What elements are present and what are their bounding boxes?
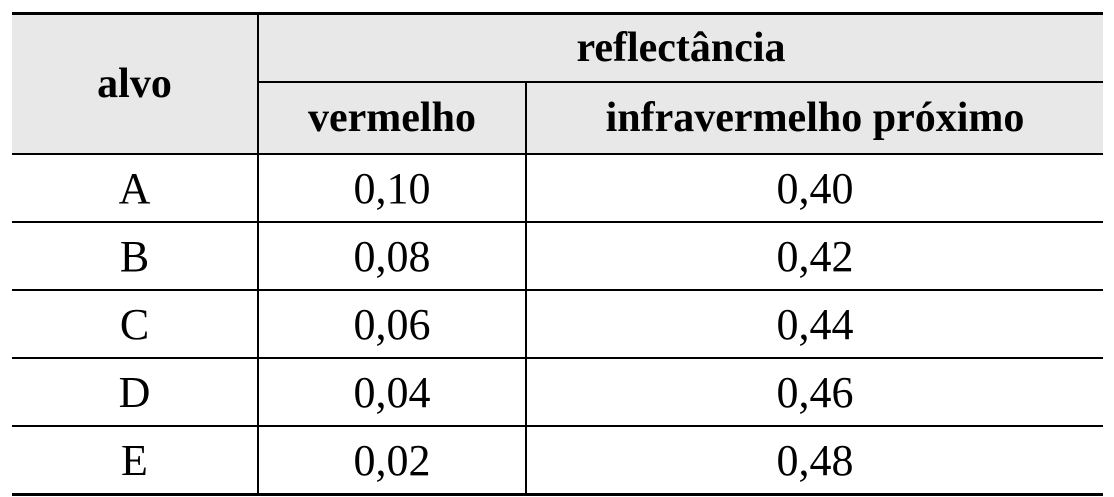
table-row: C 0,06 0,44 (12, 289, 1103, 358)
cell-infravermelho: 0,46 (526, 357, 1103, 426)
reflectance-table: alvo reflectância vermelho infravermelho… (12, 12, 1103, 496)
table-container: alvo reflectância vermelho infravermelho… (12, 12, 1103, 496)
table-row: B 0,08 0,42 (12, 221, 1103, 290)
table-row: E 0,02 0,48 (12, 425, 1103, 496)
table-row: D 0,04 0,46 (12, 357, 1103, 426)
cell-infravermelho: 0,48 (526, 425, 1103, 496)
cell-infravermelho: 0,44 (526, 289, 1103, 358)
cell-infravermelho: 0,40 (526, 153, 1103, 222)
cell-alvo: C (12, 289, 259, 358)
cell-alvo: B (12, 221, 259, 290)
cell-vermelho: 0,06 (258, 289, 527, 358)
header-alvo: alvo (12, 12, 259, 155)
cell-alvo: D (12, 357, 259, 426)
cell-vermelho: 0,08 (258, 221, 527, 290)
cell-alvo: E (12, 425, 259, 496)
header-infravermelho-proximo: infravermelho próximo (526, 82, 1103, 155)
header-reflectancia: reflectância (258, 12, 1103, 83)
cell-vermelho: 0,04 (258, 357, 527, 426)
cell-infravermelho: 0,42 (526, 221, 1103, 290)
header-row-top: alvo reflectância (12, 12, 1103, 155)
table-row: A 0,10 0,40 (12, 153, 1103, 222)
cell-alvo: A (12, 153, 259, 222)
header-vermelho: vermelho (258, 82, 527, 155)
cell-vermelho: 0,10 (258, 153, 527, 222)
cell-vermelho: 0,02 (258, 425, 527, 496)
header-row-sub: vermelho infravermelho próximo (12, 82, 1103, 155)
